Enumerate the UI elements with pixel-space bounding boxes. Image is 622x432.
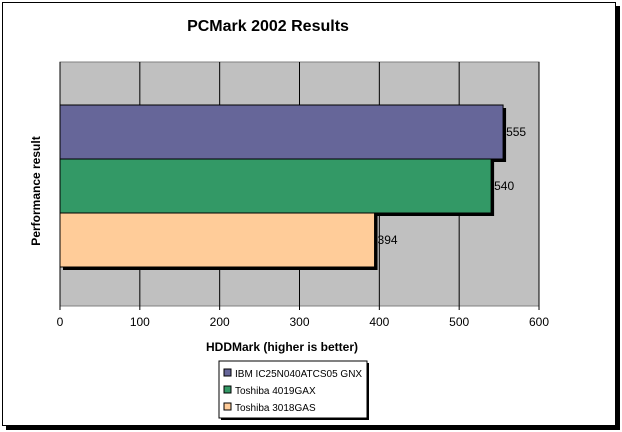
- y-axis-title: Performance result: [29, 136, 43, 245]
- x-axis-title: HDDMark (higher is better): [206, 340, 358, 354]
- legend-label: Toshiba 3018GAS: [235, 403, 316, 414]
- chart-frame: PCMark 2002 Results 0 100 200 300 400 500 600 …: [2, 2, 616, 426]
- bar: [59, 158, 492, 214]
- x-tick-label: 100: [130, 315, 150, 329]
- data-labels: 555 540 394: [378, 125, 527, 247]
- data-label: 394: [378, 233, 398, 247]
- data-label: 540: [494, 179, 514, 193]
- x-tick-label: 300: [289, 315, 309, 329]
- legend-swatch: [223, 402, 232, 411]
- x-tick-label: 500: [449, 315, 469, 329]
- x-axis-ticks: 0 100 200 300 400 500 600: [57, 306, 549, 329]
- bars: [59, 104, 507, 270]
- bar: [59, 212, 376, 268]
- legend-swatch: [223, 368, 232, 377]
- bar: [59, 104, 504, 160]
- x-tick-label: 0: [57, 315, 64, 329]
- legend-label: Toshiba 4019GAX: [235, 386, 316, 397]
- bar-chart: PCMark 2002 Results 0 100 200 300 400 500 600 …: [29, 18, 549, 420]
- legend-label: IBM IC25N040ATCS05 GNX: [235, 369, 362, 380]
- chart-title: PCMark 2002 Results: [187, 18, 349, 35]
- legend-box: [218, 360, 368, 419]
- legend: IBM IC25N040ATCS05 GNX Toshiba 4019GAX Tos…: [218, 360, 369, 420]
- data-label: 555: [506, 125, 526, 139]
- legend-swatch: [223, 385, 232, 394]
- x-tick-label: 200: [210, 315, 230, 329]
- x-tick-label: 600: [529, 315, 549, 329]
- x-tick-label: 400: [369, 315, 389, 329]
